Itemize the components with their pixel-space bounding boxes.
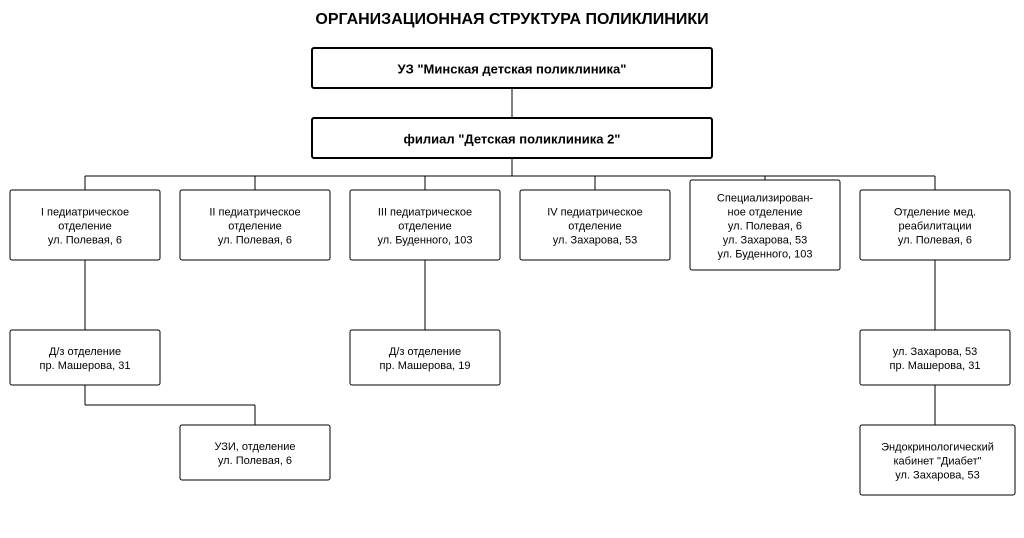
diagram-title: ОРГАНИЗАЦИОННАЯ СТРУКТУРА ПОЛИКЛИНИКИ: [315, 11, 708, 28]
org-box-label: УЗИ, отделение: [214, 441, 295, 453]
org-box-label: ное отделение: [728, 207, 803, 219]
org-box-p1: I педиатрическое отделение ул. Полевая, 6: [10, 190, 160, 260]
org-box-label: Специализирован-: [717, 193, 813, 205]
org-box-label: ул. Полевая, 6: [48, 235, 122, 247]
org-box-label: ул. Захарова, 53: [893, 346, 977, 358]
org-box-p2: II педиатрическое отделение ул. Полевая, 6: [180, 190, 330, 260]
org-box-label: ул. Захарова, 53: [553, 235, 637, 247]
org-box-label: ул. Полевая, 6: [898, 235, 972, 247]
org-box-rehab: Отделение мед. реабилитации ул. Полевая, 6: [860, 190, 1010, 260]
org-box-label: кабинет "Диабет": [893, 456, 981, 468]
org-box-label: ул. Буденного, 103: [377, 235, 472, 247]
org-box-label: ул. Захарова, 53: [895, 470, 979, 482]
org-box-label: отделение: [228, 221, 282, 233]
org-box-label: пр. Машерова, 31: [890, 360, 981, 372]
org-box-label: отделение: [398, 221, 452, 233]
org-box-label: отделение: [568, 221, 622, 233]
org-box-label: ул. Буденного, 103: [717, 249, 812, 261]
org-box-label: II педиатрическое: [209, 207, 300, 219]
org-box-label: Отделение мед.: [894, 207, 976, 219]
org-box-label: УЗ "Минская детская поликлиника": [398, 62, 627, 77]
org-box-p3: III педиатрическое отделение ул. Буденного…: [350, 190, 500, 260]
org-box-label: IV педиатрическое: [547, 207, 643, 219]
org-box-label: ул. Полевая, 6: [728, 221, 802, 233]
org-box-label: I педиатрическое: [41, 207, 129, 219]
org-box-label: ул. Полевая, 6: [218, 235, 292, 247]
org-box-p4: IV педиатрическое отделение ул. Захарова, …: [520, 190, 670, 260]
org-box-branch: филиал "Детская поликлиника 2": [312, 118, 712, 158]
org-box-label: Д/з отделение: [49, 346, 121, 358]
org-box-label: отделение: [58, 221, 112, 233]
org-box-label: Д/з отделение: [389, 346, 461, 358]
org-box-label: ул. Полевая, 6: [218, 455, 292, 467]
org-box-label: Эндокринологический: [881, 442, 994, 454]
org-box-spec: Специализирован-ное отделение ул. Полевая…: [690, 180, 840, 270]
org-box-d2: Д/з отделение пр. Машерова, 19: [350, 330, 500, 385]
org-box-label: пр. Машерова, 19: [380, 360, 471, 372]
org-box-r2: ул. Захарова, 53 пр. Машерова, 31: [860, 330, 1010, 385]
org-box-label: реабилитации: [899, 221, 972, 233]
org-box-root: УЗ "Минская детская поликлиника": [312, 48, 712, 88]
org-box-label: филиал "Детская поликлиника 2": [404, 132, 621, 147]
org-box-label: пр. Машерова, 31: [40, 360, 131, 372]
org-box-label: ул. Захарова, 53: [723, 235, 807, 247]
org-box-uzi: УЗИ, отделение ул. Полевая, 6: [180, 425, 330, 480]
org-box-d1: Д/з отделение пр. Машерова, 31: [10, 330, 160, 385]
org-box-endo: Эндокринологический кабинет "Диабет" ул. З…: [860, 425, 1015, 495]
org-box-label: III педиатрическое: [378, 207, 472, 219]
